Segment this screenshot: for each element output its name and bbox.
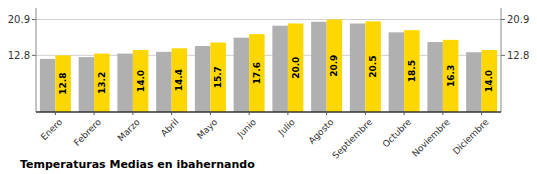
bar <box>172 48 188 112</box>
x-axis-line <box>36 111 501 113</box>
bar <box>327 20 343 112</box>
tick-mark <box>326 112 327 115</box>
tick-mark <box>365 112 366 115</box>
data-label: 15.7 <box>213 66 223 88</box>
data-label: 14.0 <box>136 70 146 92</box>
bar <box>249 34 265 112</box>
bar <box>311 22 327 112</box>
bar <box>466 52 482 112</box>
bar <box>234 38 250 112</box>
data-label: 13.2 <box>97 72 107 94</box>
bar <box>94 54 110 112</box>
x-tick-label: Noviembre <box>410 117 452 159</box>
bar <box>427 42 443 112</box>
x-tick-label: Julio <box>276 117 297 138</box>
tick-mark <box>501 55 505 56</box>
bar <box>272 26 288 112</box>
data-label: 14.4 <box>174 69 184 91</box>
y-tick-label: 20.9 <box>8 14 30 25</box>
data-label: 16.3 <box>446 65 456 87</box>
tick-mark <box>171 112 172 115</box>
tick-mark <box>481 112 482 115</box>
bar <box>288 23 304 112</box>
bar <box>482 50 498 112</box>
y-tick-label: 12.8 <box>507 50 529 61</box>
y-axis-line <box>36 8 37 112</box>
chart: 12.8 12.8 20.9 20.9 12.8 13.2 14.0 14.4 15.7 17.6… <box>0 0 537 174</box>
tick-mark <box>249 112 250 115</box>
bar <box>117 54 133 112</box>
x-tick-label: Mayo <box>195 117 219 141</box>
bars <box>40 20 497 112</box>
data-label: 20.9 <box>329 55 339 77</box>
x-tick-label: Diciembre <box>451 117 491 157</box>
bar <box>156 52 172 112</box>
tick-mark <box>94 112 95 115</box>
data-label: 18.5 <box>407 60 417 82</box>
data-label: 20.0 <box>291 57 301 79</box>
y-tick-label: 12.8 <box>8 50 30 61</box>
y-tick-label: 20.9 <box>507 14 529 25</box>
bar <box>79 57 95 112</box>
bar <box>133 50 149 112</box>
bar <box>443 40 459 112</box>
y2-axis-line <box>501 8 502 112</box>
bar <box>55 55 71 112</box>
x-tick-label: Abril <box>159 117 181 139</box>
x-tick-label: Octubre <box>381 117 414 150</box>
bar <box>350 23 366 112</box>
tick-mark <box>32 19 36 20</box>
tick-mark <box>287 112 288 115</box>
tick-mark <box>32 55 36 56</box>
tick-mark <box>132 112 133 115</box>
x-tick-label: Marzo <box>116 117 143 144</box>
x-tick-label: Enero <box>39 117 65 143</box>
x-tick-label: Septiembre <box>330 117 374 161</box>
tick-mark <box>501 19 505 20</box>
x-tick-label: Agosto <box>307 117 336 146</box>
bar <box>210 43 226 112</box>
tick-mark <box>55 112 56 115</box>
chart-container: 12.8 12.8 20.9 20.9 12.8 13.2 14.0 14.4 15.7 17.6… <box>0 0 537 174</box>
data-label: 20.5 <box>368 56 378 78</box>
data-label: 14.0 <box>484 70 494 92</box>
bar <box>365 21 381 112</box>
tick-mark <box>442 112 443 115</box>
data-label: 17.6 <box>252 62 262 84</box>
x-tick-label: Febrero <box>72 117 103 148</box>
bar <box>40 59 56 112</box>
title: Temperaturas Medias en ibahernando <box>20 158 255 171</box>
bar <box>389 32 405 112</box>
grid-line <box>36 19 501 20</box>
bar <box>404 30 420 112</box>
x-tick-label: Junio <box>235 117 259 141</box>
bar <box>195 46 211 112</box>
tick-mark <box>404 112 405 115</box>
tick-mark <box>210 112 211 115</box>
data-label: 12.8 <box>58 73 68 95</box>
